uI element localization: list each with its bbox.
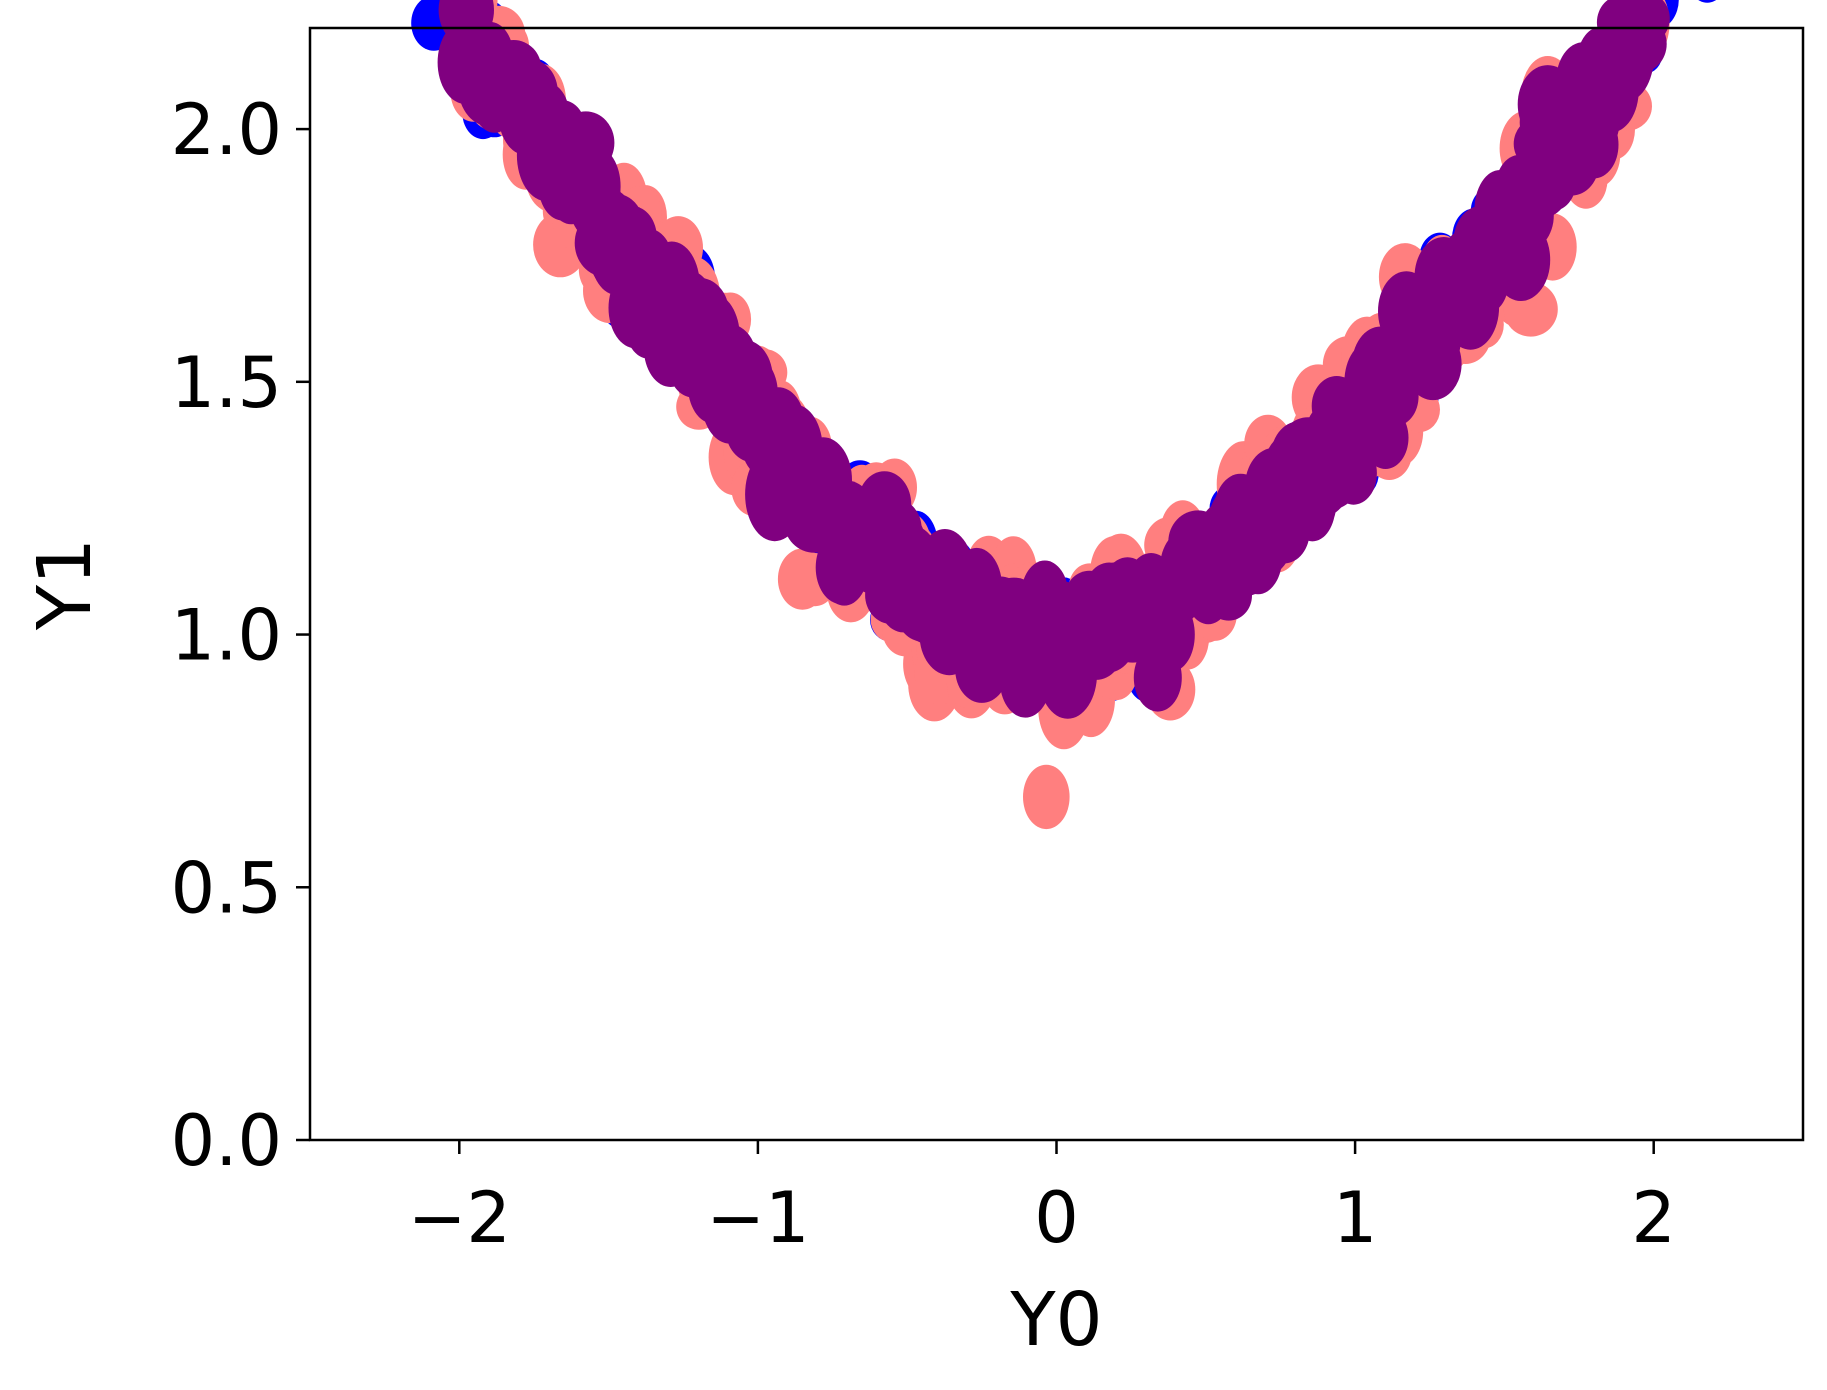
x-tick-label: −2: [408, 1177, 511, 1259]
y-axis-label: Y1: [22, 538, 108, 631]
ticks-layer: −2 −1 0 1 2 0.0 0.5 1.0 1.5 2.0: [171, 89, 1676, 1259]
y-tick-label: 0.5: [171, 847, 282, 929]
x-tick-label: −1: [706, 1177, 809, 1259]
x-axis-label: Y0: [1009, 1277, 1102, 1363]
x-tick-label: 2: [1631, 1177, 1676, 1259]
x-tick-label: 0: [1034, 1177, 1079, 1259]
scatter-point: [1698, 0, 1717, 3]
scatter-point: [1613, 15, 1667, 73]
y-tick-label: 2.0: [171, 89, 282, 171]
series-3: [437, 0, 1670, 719]
x-tick-label: 1: [1333, 1177, 1378, 1259]
y-tick-label: 1.5: [171, 342, 282, 424]
scatter-point: [777, 548, 827, 610]
y-tick-label: 1.0: [171, 595, 282, 677]
scatter-point: [1023, 764, 1070, 830]
scatter-point: [1148, 597, 1195, 672]
points-layer: [411, 0, 1717, 830]
y-tick-label: 0.0: [171, 1100, 282, 1182]
